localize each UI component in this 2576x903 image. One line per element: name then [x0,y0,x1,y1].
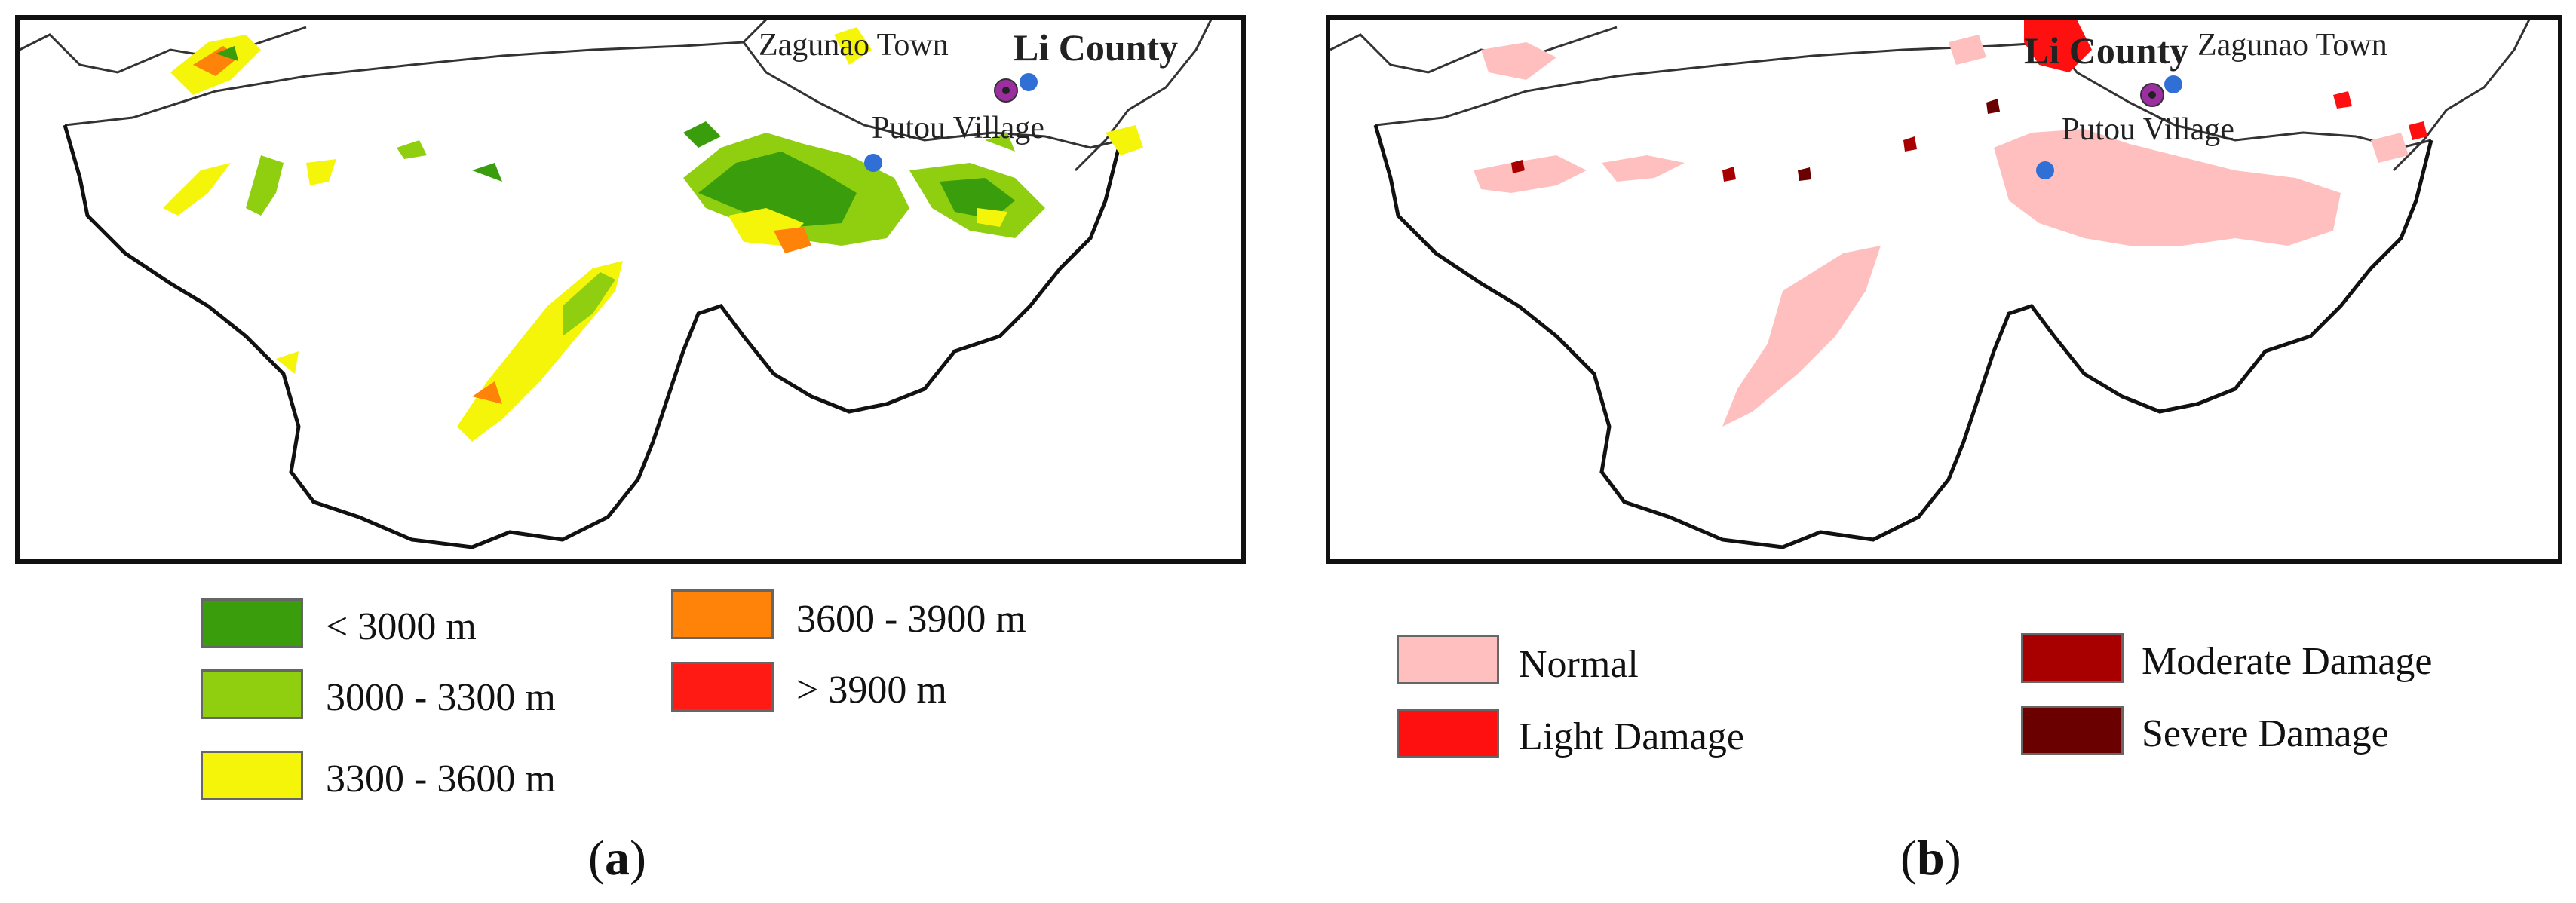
legend-label-3000-3300: 3000 - 3300 m [326,676,556,719]
label-zagunao-town: Zagunao Town [759,28,949,63]
legend-label-light-damage: Light Damage [1519,715,1744,758]
putou-marker[interactable] [864,154,882,172]
legend-swatch-moderate-damage [2021,633,2124,683]
caption-b-letter: b [1916,831,1945,886]
legend-swatch-3300-3600 [201,751,303,800]
damage-patches [1474,20,2427,427]
label-zagunao-town: Zagunao Town [2197,28,2387,63]
study-area-boundary [63,124,1123,549]
legend-label-gt3900: > 3900 m [796,669,947,712]
caption-a-close: ) [629,831,646,886]
caption-b-open: ( [1900,831,1917,886]
caption-b-close: ) [1944,831,1961,886]
legend-swatch-gt3900 [671,662,774,712]
damage-map-panel: Li County Zagunao Town Putou Village [1326,15,2562,564]
legend-swatch-3000-3300 [201,669,303,719]
legend-swatch-lt3000 [201,598,303,648]
study-area-boundary [1373,124,2433,549]
upper-boundary [20,26,307,74]
legend-label-severe-damage: Severe Damage [2142,712,2389,755]
label-li-county: Li County [1014,26,1179,69]
legend-swatch-light-damage [1397,709,1499,758]
label-li-county: Li County [2024,29,2189,72]
legend-swatch-severe-damage [2021,706,2124,755]
county-marker[interactable] [2140,83,2164,107]
legend-swatch-normal [1397,635,1499,684]
legend-label-lt3000: < 3000 m [326,605,477,648]
label-putou-village: Putou Village [2062,112,2234,147]
upper-boundary [1330,26,1618,74]
county-marker[interactable] [994,78,1018,103]
legend-label-3600-3900: 3600 - 3900 m [796,598,1026,641]
zagunao-marker[interactable] [1020,73,1038,91]
east-boundary [742,20,1213,172]
legend-label-3300-3600: 3300 - 3600 m [326,758,556,800]
legend-swatch-3600-3900 [671,589,774,639]
caption-a-letter: a [604,831,630,886]
legend-label-moderate-damage: Moderate Damage [2142,640,2433,683]
caption-a-open: ( [588,831,605,886]
damage-map [1330,20,2531,549]
caption-b: (b) [1900,834,1961,883]
zagunao-marker[interactable] [2164,75,2182,93]
legend-label-normal: Normal [1519,643,1639,686]
putou-marker[interactable] [2036,161,2054,179]
label-putou-village: Putou Village [872,111,1044,145]
elevation-map [20,20,1213,549]
elevation-patches [163,27,1143,442]
caption-a: (a) [588,834,646,883]
elevation-map-panel: Zagunao Town Li County Putou Village [15,15,1246,564]
